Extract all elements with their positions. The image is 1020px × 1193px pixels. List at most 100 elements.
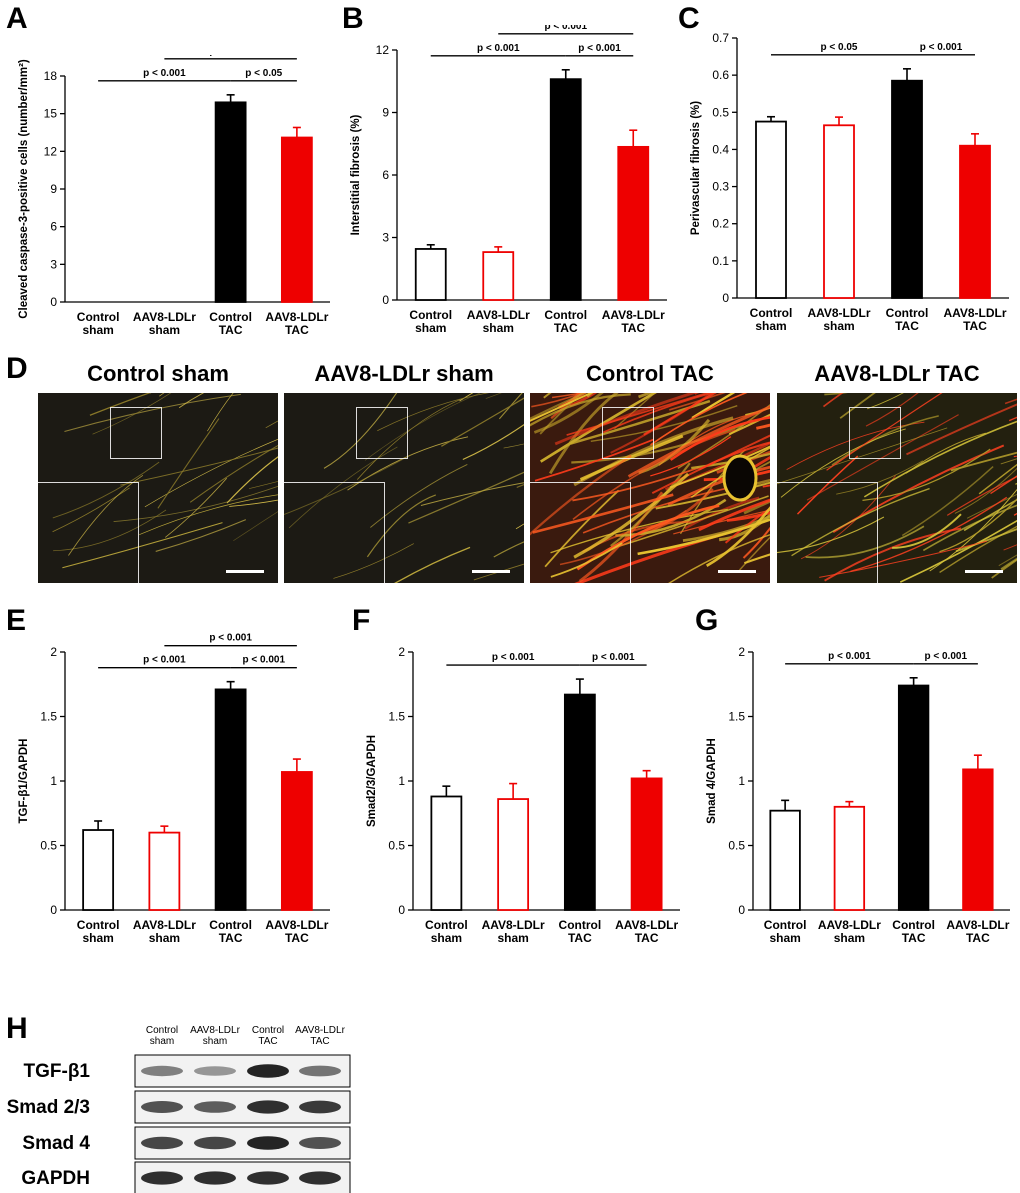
- significance-label: p < 0.001: [592, 652, 635, 663]
- collagen-fiber: [62, 522, 223, 569]
- y-axis-label: Cleaved caspase-3-positive cells (number…: [18, 59, 30, 319]
- category-label: sham: [823, 319, 854, 333]
- blot-band: [247, 1064, 289, 1078]
- collagen-fiber: [602, 393, 715, 434]
- category-label: TAC: [635, 931, 659, 945]
- bar: [617, 145, 650, 301]
- bar: [823, 124, 855, 299]
- collagen-fiber: [144, 438, 278, 508]
- micrograph-control-sham: [38, 393, 278, 583]
- collagen-fiber: [530, 393, 588, 420]
- collagen-fiber: [68, 474, 144, 556]
- collagen-fiber: [1000, 458, 1017, 465]
- collagen-fiber: [120, 447, 278, 486]
- collagen-fiber: [791, 487, 930, 557]
- collagen-fiber: [966, 493, 1017, 519]
- collagen-fiber: [441, 397, 524, 447]
- collagen-fiber: [157, 418, 220, 509]
- collagen-fiber: [366, 494, 437, 558]
- blot-band: [194, 1136, 236, 1150]
- collagen-fiber: [892, 513, 962, 549]
- blot-band: [141, 1101, 183, 1113]
- collagen-fiber: [780, 428, 906, 498]
- bar: [549, 78, 582, 301]
- panel-letter-f: F: [352, 604, 371, 637]
- micrograph-aav8-sham: [284, 393, 524, 583]
- scale-bar: [226, 570, 264, 573]
- panel-letter-g: G: [695, 604, 719, 637]
- collagen-fiber: [498, 393, 523, 420]
- category-label: sham: [82, 323, 113, 337]
- significance-label: p < 0.001: [492, 652, 535, 663]
- category-label: sham: [483, 321, 514, 335]
- collagen-fiber: [742, 526, 770, 559]
- collagen-fiber: [550, 542, 623, 578]
- collagen-fiber: [554, 393, 698, 446]
- category-label: TAC: [219, 323, 243, 337]
- collagen-fiber: [922, 504, 1017, 552]
- blot-band: [299, 1171, 341, 1185]
- collagen-fiber: [819, 540, 987, 578]
- collagen-fiber: [850, 496, 1008, 573]
- collagen-fiber: [532, 493, 674, 534]
- blot-band: [194, 1101, 236, 1113]
- magnified-inset: [777, 482, 878, 583]
- chart-a: 0 3 6 9 12 15 18 Cleaved caspase-3-positive cel…: [18, 55, 330, 337]
- collagen-fiber: [643, 393, 717, 436]
- blot-row-label: TGF-β1: [24, 1061, 91, 1082]
- collagen-fiber: [668, 534, 770, 583]
- collagen-fiber: [570, 399, 711, 445]
- y-tick-label: 0: [738, 903, 745, 917]
- bar: [214, 688, 247, 911]
- magnified-inset: [38, 482, 139, 583]
- significance-label: p < 0.001: [242, 655, 285, 666]
- blot-band: [299, 1065, 341, 1077]
- collagen-fiber: [284, 454, 411, 516]
- collagen-fiber: [749, 478, 770, 487]
- panel-letter-e: E: [6, 604, 27, 637]
- category-label: TAC: [285, 323, 309, 337]
- category-label: Control: [209, 310, 252, 324]
- micrograph-control-tac: [530, 393, 770, 583]
- y-tick-label: 9: [382, 106, 389, 120]
- blot-band: [299, 1137, 341, 1149]
- y-tick-label: 9: [50, 182, 57, 196]
- y-axis-label: Smad 4/GAPDH: [706, 738, 718, 824]
- collagen-fiber: [906, 403, 1017, 456]
- collagen-fiber: [139, 494, 278, 535]
- category-label: TAC: [966, 931, 990, 945]
- roi-box: [356, 407, 408, 459]
- significance-label: p < 0.001: [924, 651, 967, 662]
- category-label: TAC: [902, 931, 926, 945]
- collagen-fiber: [473, 563, 524, 581]
- panel-letter-h: H: [6, 1012, 28, 1045]
- category-label: AAV8-LDLr: [265, 918, 328, 932]
- collagen-fiber: [800, 475, 896, 560]
- panel-letter-c: C: [678, 2, 700, 35]
- y-tick-label: 0: [50, 903, 57, 917]
- collagen-fiber: [572, 466, 700, 502]
- western-blot: ControlshamAAV8-LDLrshamControlTACAAV8-L…: [7, 1025, 351, 1193]
- bar: [82, 829, 115, 911]
- collagen-fiber: [459, 393, 474, 402]
- collagen-fiber: [698, 441, 770, 471]
- bar: [148, 831, 181, 911]
- collagen-fiber: [178, 393, 205, 409]
- collagen-fiber: [420, 482, 524, 506]
- category-label: AAV8-LDLr: [467, 308, 530, 322]
- category-label: TAC: [621, 321, 645, 335]
- y-axis-label: TGF-β1/GAPDH: [18, 739, 30, 824]
- category-label: sham: [769, 931, 800, 945]
- category-label: Control: [77, 918, 120, 932]
- collagen-fiber: [333, 543, 414, 579]
- magnified-inset: [530, 482, 631, 583]
- category-label: Control: [559, 918, 602, 932]
- y-tick-label: 0.7: [712, 31, 729, 45]
- collagen-fiber: [824, 393, 848, 396]
- category-label: AAV8-LDLr: [133, 310, 196, 324]
- category-label: AAV8-LDLr: [133, 918, 196, 932]
- y-tick-label: 15: [44, 107, 58, 121]
- significance-label: p < 0.001: [578, 43, 621, 54]
